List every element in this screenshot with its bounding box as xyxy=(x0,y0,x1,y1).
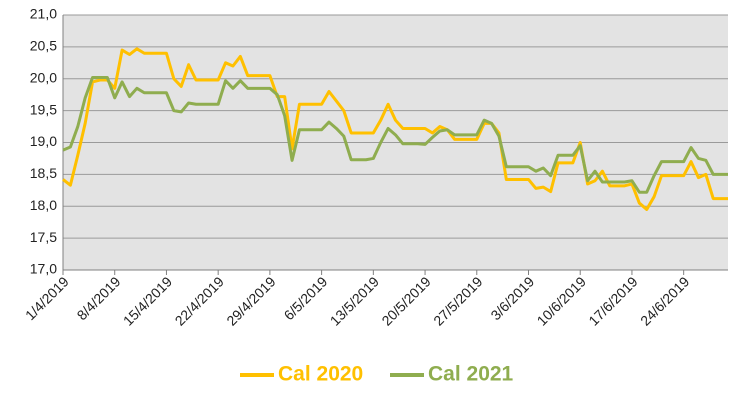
x-tick-label: 24/6/2019 xyxy=(637,273,693,329)
y-tick-label: 20,5 xyxy=(30,38,57,54)
x-tick-label: 17/6/2019 xyxy=(585,273,641,329)
y-tick-label: 20,0 xyxy=(30,69,57,85)
x-tick-label: 22/4/2019 xyxy=(172,273,228,329)
y-tick-label: 17,5 xyxy=(30,229,57,245)
x-tick-label: 10/6/2019 xyxy=(534,273,590,329)
x-tick-label: 8/4/2019 xyxy=(74,273,124,323)
x-tick-label: 27/5/2019 xyxy=(430,273,486,329)
x-tick-label: 1/4/2019 xyxy=(22,273,72,323)
legend-text: Cal 2020 xyxy=(278,363,363,386)
y-tick-label: 21,0 xyxy=(30,6,57,22)
line-series xyxy=(62,75,728,194)
legend-text: Cal 2021 xyxy=(428,363,514,386)
line-series xyxy=(62,47,728,211)
x-tick-label: 3/6/2019 xyxy=(487,273,537,323)
x-tick-label: 20/5/2019 xyxy=(378,273,434,329)
y-tick-label: 19,0 xyxy=(30,133,57,149)
x-tick-label: 15/4/2019 xyxy=(120,273,176,329)
x-tick-label: 6/5/2019 xyxy=(280,273,330,323)
y-tick-label: 19,5 xyxy=(30,101,57,117)
y-tick-label: 18,5 xyxy=(30,165,57,181)
y-tick-label: 17,0 xyxy=(30,261,57,277)
y-tick-label: 18,0 xyxy=(30,197,57,213)
x-tick-label: 29/4/2019 xyxy=(223,273,279,329)
x-tick-label: 13/5/2019 xyxy=(327,273,383,329)
